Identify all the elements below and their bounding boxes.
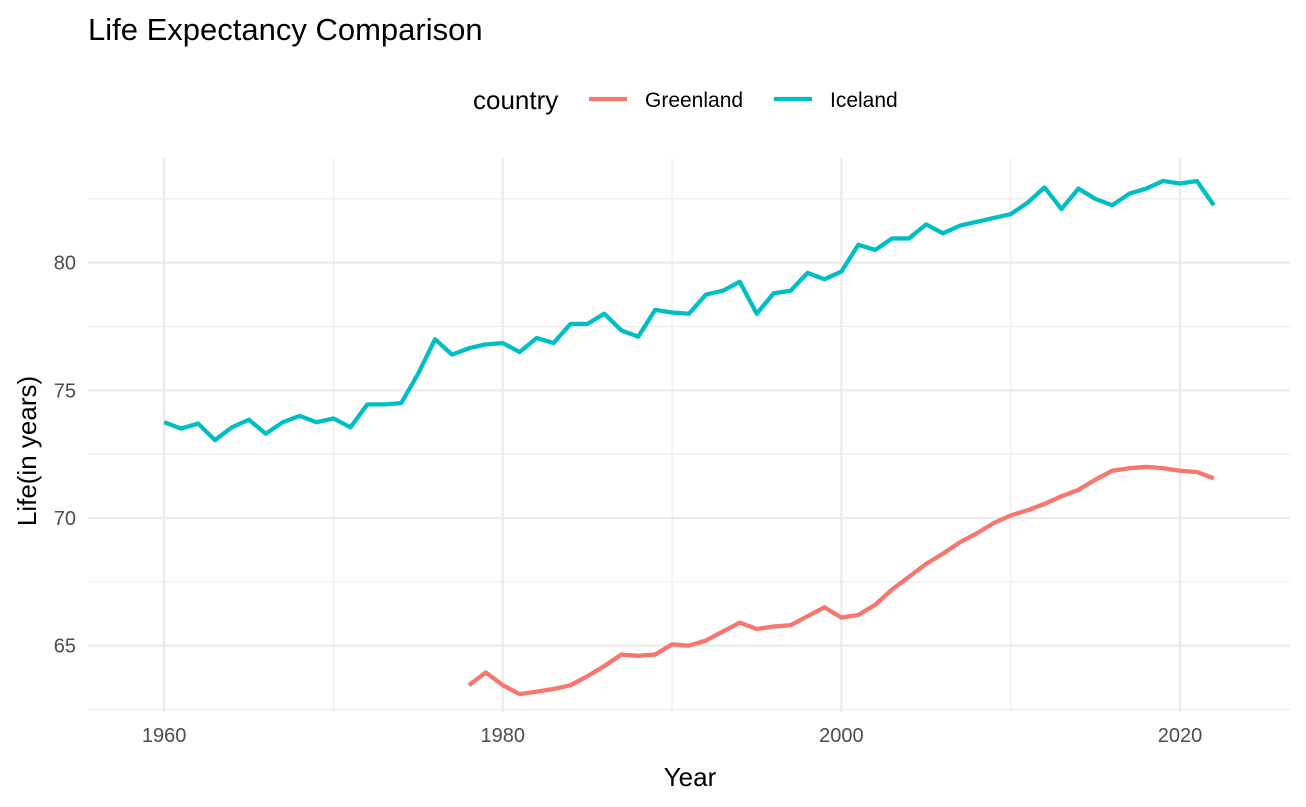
y-axis-title: Life(in years): [12, 376, 42, 526]
y-tick-label: 70: [54, 508, 76, 530]
x-tick-label: 2000: [819, 725, 864, 747]
y-tick-label: 80: [54, 253, 76, 275]
legend: country Greenland Iceland: [473, 85, 898, 115]
x-axis-title: Year: [664, 762, 717, 792]
chart-title: Life Expectancy Comparison: [88, 12, 483, 47]
y-tick-label: 65: [54, 636, 76, 658]
grid: [88, 158, 1290, 712]
series-lines: [163, 178, 1216, 697]
x-tick-label: 1980: [481, 725, 526, 747]
x-axis-tick-labels: 1960 1980 2000 2020: [142, 725, 1202, 747]
series-line-iceland: [163, 178, 1216, 443]
y-axis-tick-labels: 65 70 75 80: [54, 253, 76, 658]
legend-title: country: [473, 85, 558, 115]
legend-label-iceland: Iceland: [830, 89, 898, 112]
x-tick-label: 1960: [142, 725, 187, 747]
y-tick-label: 75: [54, 380, 76, 402]
series-line-greenland: [467, 464, 1215, 697]
legend-label-greenland: Greenland: [645, 89, 743, 112]
x-tick-label: 2020: [1158, 725, 1203, 747]
